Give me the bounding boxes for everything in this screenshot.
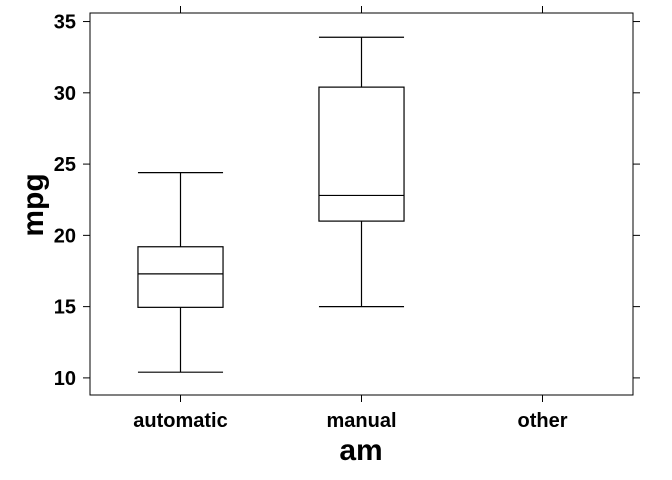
y-tick-label-2: 20 [54, 225, 76, 247]
box-series [137, 36, 405, 373]
box-iqr [137, 246, 224, 308]
x-axis-title: am [339, 434, 382, 467]
x-tick-label-0: automatic [133, 410, 227, 432]
y-tick-label-4: 30 [54, 83, 76, 105]
y-tick-label-0: 10 [54, 368, 76, 390]
box-manual [318, 36, 405, 308]
y-tick-label-1: 15 [54, 297, 76, 319]
x-tick-label-2: other [518, 410, 568, 432]
box-automatic [137, 172, 224, 373]
box-iqr [318, 86, 405, 222]
y-axis-title: mpg [17, 173, 50, 236]
x-axis: automatic manual other [133, 6, 568, 432]
y-tick-label-3: 25 [54, 154, 76, 176]
x-tick-label-1: manual [326, 410, 396, 432]
y-tick-label-5: 35 [54, 12, 76, 34]
y-axis: 10 15 20 25 30 35 [54, 12, 640, 390]
